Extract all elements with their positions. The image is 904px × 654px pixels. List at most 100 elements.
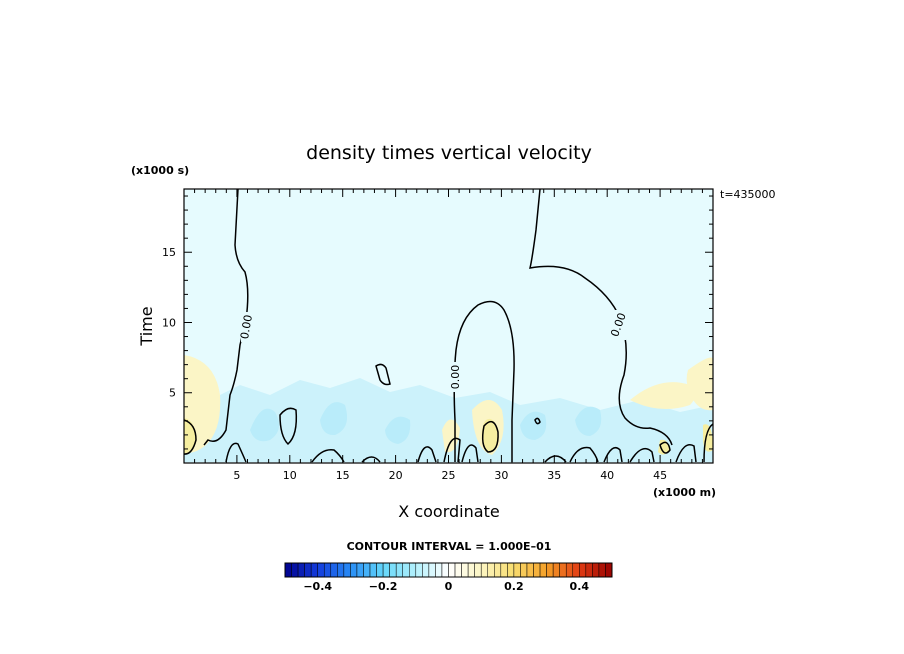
cyan-patch xyxy=(385,416,411,444)
colorbar-cell xyxy=(330,562,338,578)
contour-label: 0.00 xyxy=(449,365,462,390)
x-tick-label: 45 xyxy=(653,469,667,482)
colorbar-cell xyxy=(441,562,449,578)
colorbar-cell xyxy=(539,562,547,578)
colorbar-cell xyxy=(572,562,580,578)
colorbar-cell xyxy=(422,562,430,578)
colorbar-tick-label: 0.4 xyxy=(570,580,590,593)
colorbar-cell xyxy=(317,562,325,578)
colorbar-cell xyxy=(480,562,488,578)
colorbar-cell xyxy=(297,562,305,578)
colorbar-cell xyxy=(428,562,436,578)
x-tick-label: 25 xyxy=(442,469,456,482)
contour-loop xyxy=(629,447,655,463)
zero-contour-left xyxy=(203,189,249,446)
colorbar-tick-label: −0.4 xyxy=(303,580,332,593)
cyan-patch xyxy=(320,402,348,436)
colorbar-cell xyxy=(559,562,567,578)
zero-contour-right xyxy=(528,189,673,446)
contour-label-bg xyxy=(612,310,626,340)
colorbar-cell xyxy=(546,562,554,578)
colorbar-cell xyxy=(605,562,613,578)
blue-noise-band xyxy=(184,378,713,462)
colorbar-cell xyxy=(565,562,574,578)
x-axis: 5 10 15 20 25 30 35 40 45 xyxy=(194,189,703,482)
yellow-region xyxy=(686,357,713,411)
colorbar-cell xyxy=(310,562,318,578)
colorbar-cell xyxy=(526,562,534,578)
colorbar-cell xyxy=(487,562,495,578)
colorbar-cell xyxy=(363,562,371,578)
colorbar xyxy=(284,562,613,578)
colorbar-cell xyxy=(585,562,593,578)
y-tick-label: 5 xyxy=(169,387,176,400)
contour-loop xyxy=(544,455,567,463)
colorbar-tick-label: 0 xyxy=(445,580,453,593)
colorbar-cell xyxy=(467,562,475,578)
contour-loop xyxy=(311,449,345,463)
contour-loop xyxy=(279,407,298,446)
x-tick-label: 40 xyxy=(600,469,614,482)
y-tick-label: 10 xyxy=(162,316,176,329)
colorbar-cell xyxy=(435,562,443,578)
contour-label-bg xyxy=(450,362,462,392)
colorbar-cell xyxy=(356,562,364,578)
cyan-patch xyxy=(520,411,547,440)
colorbar-cell xyxy=(389,562,397,578)
colorbar-cell xyxy=(448,562,456,578)
colorbar-cell xyxy=(323,562,332,578)
colorbar-cell xyxy=(304,562,312,578)
x-axis-label: X coordinate xyxy=(398,502,499,521)
contour-label: 0.00 xyxy=(238,314,255,340)
colorbar-cell xyxy=(409,562,417,578)
contour-loop xyxy=(481,420,499,453)
contour-loop xyxy=(603,447,623,463)
colorbar-cell xyxy=(350,562,358,578)
yellow-region-inner xyxy=(481,418,499,452)
x-unit-label: (x1000 m) xyxy=(653,486,716,499)
colorbar-cell xyxy=(291,562,299,578)
x-tick-label: 35 xyxy=(547,469,561,482)
contour-loop xyxy=(534,417,541,425)
x-tick-label: 5 xyxy=(233,469,240,482)
colorbar-cell xyxy=(382,562,390,578)
time-stamp: t=435000 xyxy=(720,188,776,201)
colorbar-cell xyxy=(494,562,502,578)
cyan-patch xyxy=(250,408,279,442)
colorbar-cell xyxy=(513,562,521,578)
cyan-patch xyxy=(575,406,602,436)
contour-loop xyxy=(417,446,437,463)
contour-line-group xyxy=(184,189,713,463)
colorbar-cell xyxy=(337,562,345,578)
colorbar-cell xyxy=(500,562,508,578)
x-tick-label: 15 xyxy=(336,469,350,482)
x-tick-label: 10 xyxy=(283,469,297,482)
colorbar-cell xyxy=(474,562,482,578)
contour-label-group: 0.00 0.00 0.00 xyxy=(238,310,629,392)
colorbar-cell xyxy=(402,562,410,578)
colorbar-cell xyxy=(598,562,606,578)
y-axis-label: Time xyxy=(137,306,156,346)
colorbar-frame xyxy=(284,562,613,578)
contour-fill-group xyxy=(184,189,713,463)
y-axis: 5 10 15 xyxy=(162,195,713,450)
x-tick-label: 20 xyxy=(389,469,403,482)
colorbar-cell xyxy=(461,562,469,578)
contour-loop xyxy=(461,444,479,463)
contour-loop xyxy=(659,441,671,454)
colorbar-cell xyxy=(520,562,528,578)
colorbar-cell xyxy=(284,562,292,578)
colorbar-cell xyxy=(533,562,541,578)
contour-loop xyxy=(443,437,461,463)
colorbar-cell xyxy=(507,562,515,578)
colorbar-cell xyxy=(395,562,403,578)
colorbar-cell xyxy=(592,562,600,578)
x-tick-label: 30 xyxy=(494,469,508,482)
colorbar-ticks: −0.4 −0.2 0 0.2 0.4 xyxy=(303,580,589,593)
contour-loop xyxy=(375,363,391,386)
colorbar-cell xyxy=(454,562,462,578)
y-unit-label: (x1000 s) xyxy=(131,164,189,177)
colorbar-cell xyxy=(376,562,384,578)
colorbar-cell xyxy=(552,562,560,578)
